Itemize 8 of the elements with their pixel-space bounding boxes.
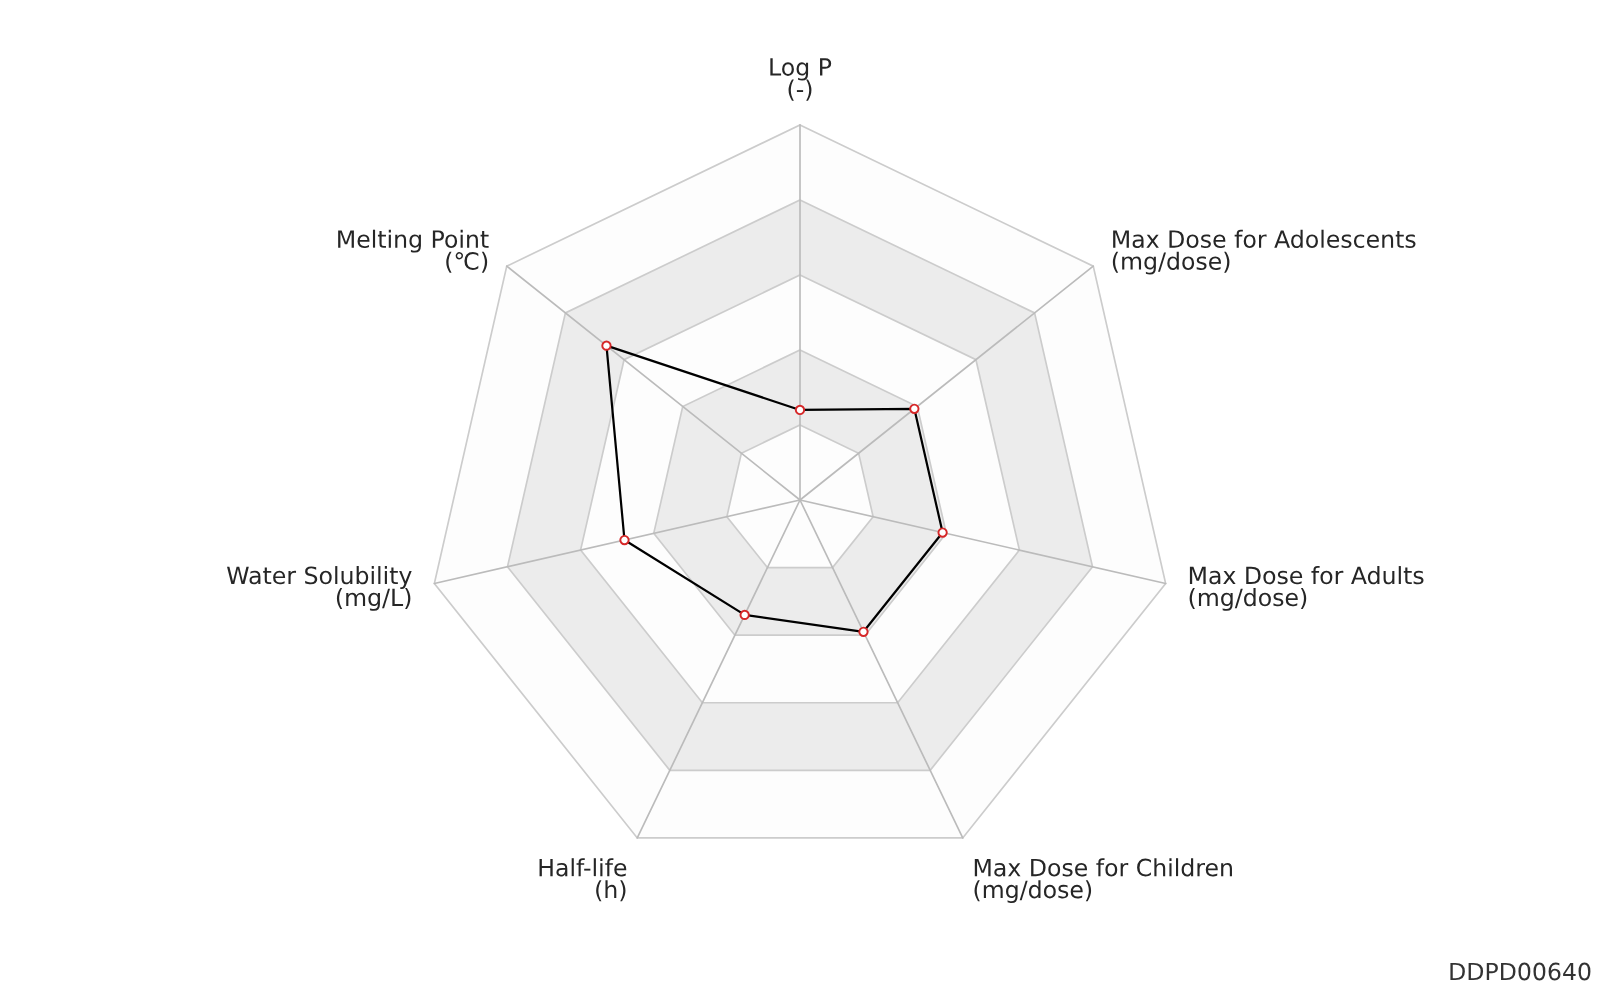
text: DDPD00640 bbox=[1450, 962, 1591, 981]
spoke-label: Max Dose for Children (mg/dose) bbox=[974, 858, 1232, 903]
spoke-label: Log P (-) bbox=[770, 58, 832, 101]
spoke-label: Half-life (h) bbox=[539, 858, 627, 902]
spoke-label: Max Dose for Adults (mg/dose) bbox=[1189, 566, 1424, 611]
spoke-label: Max Dose for Adolescents (mg/dose) bbox=[1112, 229, 1416, 275]
spoke-label: Melting Point (℃) bbox=[338, 229, 489, 273]
spoke-label: Water Solubility (mg/L) bbox=[227, 566, 412, 611]
